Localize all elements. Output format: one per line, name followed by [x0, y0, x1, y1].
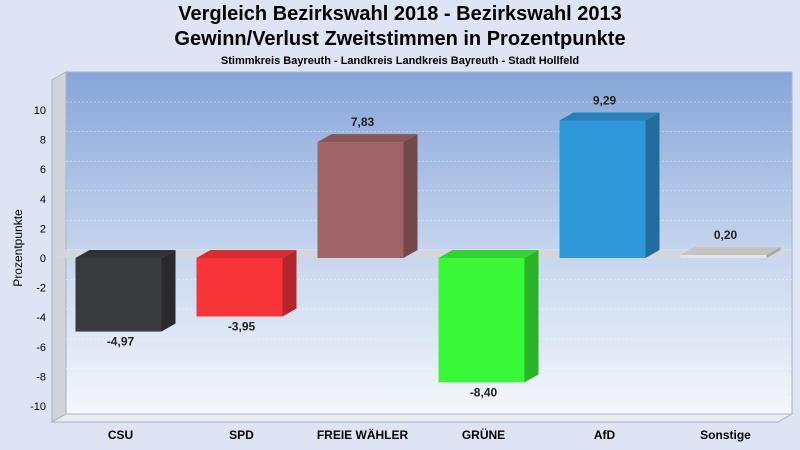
plot-back-wall — [65, 71, 793, 415]
chart-subtitle-line2: Gewinn/Verlust Zweitstimmen in Prozentpu… — [174, 28, 626, 50]
bar-gr-ne — [438, 250, 539, 383]
bar-front — [680, 255, 767, 258]
bar-top — [559, 112, 660, 121]
bar-top — [75, 250, 176, 258]
x-tick-label: CSU — [108, 428, 133, 442]
data-label: -4,97 — [107, 335, 135, 349]
bar-csu — [75, 250, 176, 332]
bar-front — [317, 142, 404, 258]
data-label: 0,20 — [714, 228, 738, 242]
y-tick-label: 4 — [40, 194, 46, 206]
bar-spd — [196, 250, 297, 317]
bar-front — [559, 120, 646, 259]
bar-top — [317, 134, 418, 143]
y-tick-label: 2 — [40, 223, 46, 235]
x-tick-label: SPD — [229, 428, 254, 442]
bar-side — [645, 112, 660, 259]
y-tick-label: 8 — [40, 135, 46, 147]
bar-side — [766, 247, 781, 258]
bar-top — [438, 250, 539, 258]
x-tick-label: Sonstige — [700, 428, 751, 442]
y-tick-label: 10 — [34, 105, 46, 117]
y-tick-label: -6 — [36, 342, 46, 354]
bar-front — [75, 258, 162, 332]
y-tick-label: 0 — [40, 253, 46, 265]
bar-afd — [559, 112, 660, 259]
bar-side — [161, 250, 176, 332]
bar-freie-w-hler — [317, 134, 418, 258]
bar-side — [524, 250, 539, 383]
y-tick-label: -10 — [30, 401, 46, 413]
bar-front — [196, 258, 283, 317]
data-label: -8,40 — [470, 385, 498, 399]
bar-sonstige — [680, 247, 781, 258]
x-tick-label: AfD — [594, 428, 616, 442]
bar-side — [403, 134, 418, 258]
x-tick-label: FREIE WÄHLER — [317, 427, 409, 442]
bar-side — [282, 250, 297, 317]
x-tick-label: GRÜNE — [462, 427, 505, 442]
data-label: -3,95 — [228, 319, 256, 333]
bar-top — [680, 247, 781, 256]
data-label: 7,83 — [351, 115, 375, 129]
bar-front — [438, 258, 525, 383]
y-tick-label: 6 — [40, 164, 46, 176]
plot-side-wall — [51, 71, 67, 423]
chart-subtitle: Stimmkreis Bayreuth - Landkreis Landkrei… — [220, 55, 580, 67]
data-label: 9,29 — [593, 94, 617, 108]
y-axis-label: Prozentpunkte — [11, 209, 25, 287]
y-tick-label: -4 — [36, 312, 46, 324]
bar-top — [196, 250, 297, 258]
y-tick-label: -8 — [36, 371, 46, 383]
y-tick-label: -2 — [36, 283, 46, 295]
chart-title: Vergleich Bezirkswahl 2018 - Bezirkswahl… — [178, 3, 622, 25]
plot-floor — [50, 413, 794, 423]
